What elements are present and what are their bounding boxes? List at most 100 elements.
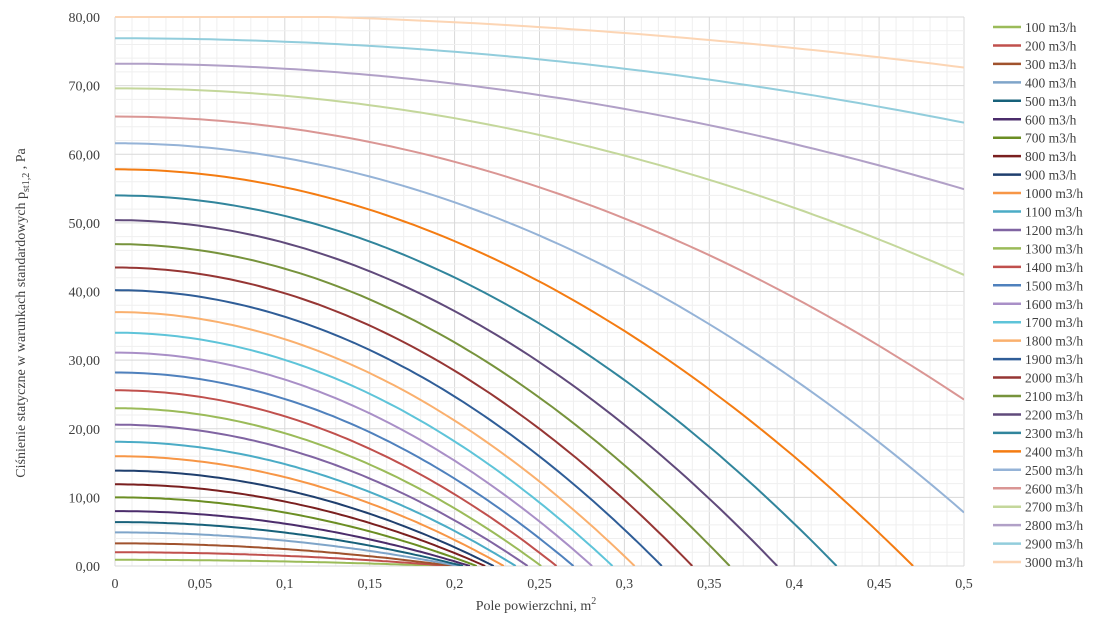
- x-tick-label: 0,45: [867, 577, 892, 592]
- legend-label: 200 m3/h: [1025, 38, 1077, 53]
- legend-item: 1000 m3/h: [993, 186, 1083, 201]
- legend-item: 2100 m3/h: [993, 389, 1083, 404]
- legend-label: 900 m3/h: [1025, 168, 1077, 183]
- legend-label: 600 m3/h: [1025, 112, 1077, 127]
- legend-item: 700 m3/h: [993, 131, 1077, 146]
- series-line: [115, 558, 445, 566]
- y-tick-label: 60,00: [69, 148, 101, 163]
- series-line: [115, 87, 964, 276]
- legend-label: 2700 m3/h: [1025, 500, 1083, 515]
- legend-item: 2700 m3/h: [993, 500, 1083, 515]
- series-line: [115, 531, 459, 566]
- legend-item: 500 m3/h: [993, 94, 1077, 109]
- legend-item: 200 m3/h: [993, 38, 1077, 53]
- legend-item: 2900 m3/h: [993, 537, 1083, 552]
- legend-item: 1800 m3/h: [993, 334, 1083, 349]
- y-tick-label: 40,00: [69, 286, 101, 301]
- legend-item: 1900 m3/h: [993, 352, 1083, 367]
- legend-label: 1000 m3/h: [1025, 186, 1083, 201]
- series-line: [115, 115, 964, 401]
- series-line: [115, 266, 694, 566]
- legend-item: 300 m3/h: [993, 57, 1077, 72]
- x-tick-label: 0,05: [188, 577, 213, 592]
- legend-label: 2400 m3/h: [1025, 444, 1083, 459]
- x-tick-label: 0,1: [276, 577, 294, 592]
- legend-label: 1600 m3/h: [1025, 297, 1083, 312]
- x-tick-label: 0,25: [527, 577, 552, 592]
- y-tick-label: 80,00: [69, 11, 101, 26]
- series-line: [115, 521, 464, 566]
- series-line: [115, 496, 478, 566]
- legend-item: 2200 m3/h: [993, 407, 1083, 422]
- series-line: [115, 455, 505, 566]
- series-line: [115, 483, 486, 566]
- y-axis-title: Ciśnienie statyczne w warunkach standard…: [14, 148, 32, 478]
- legend-label: 400 m3/h: [1025, 75, 1077, 90]
- series-line: [115, 194, 838, 566]
- x-tick-label: 0,35: [697, 577, 722, 592]
- legend-item: 1400 m3/h: [993, 260, 1083, 275]
- series-line: [115, 331, 614, 566]
- series-line: [115, 37, 964, 124]
- series-line: [115, 542, 454, 566]
- series-line: [115, 62, 964, 191]
- legend-label: 700 m3/h: [1025, 131, 1077, 146]
- series-line: [115, 371, 575, 566]
- x-tick-label: 0,2: [446, 577, 464, 592]
- series-line: [115, 168, 914, 566]
- series-line: [115, 551, 450, 566]
- legend-item: 2600 m3/h: [993, 481, 1083, 496]
- series-line: [115, 440, 517, 566]
- series-line: [115, 407, 542, 566]
- legend-item: 1200 m3/h: [993, 223, 1083, 238]
- legend-label: 2800 m3/h: [1025, 518, 1083, 533]
- series-line: [115, 16, 964, 69]
- legend-item: 1300 m3/h: [993, 241, 1083, 256]
- legend-item: 400 m3/h: [993, 75, 1077, 90]
- legend-item: 100 m3/h: [993, 20, 1077, 35]
- legend: 100 m3/h 200 m3/h 300 m3/h 400 m3/h 500 m3/h…: [993, 20, 1083, 570]
- legend-label: 2600 m3/h: [1025, 481, 1083, 496]
- series-line: [115, 510, 471, 566]
- legend-label: 1400 m3/h: [1025, 260, 1083, 275]
- x-tick-labels: 0 0,05 0,1 0,15 0,2 0,25 0,3 0,35 0,4 0,45 0,5: [112, 577, 973, 592]
- legend-item: 2400 m3/h: [993, 444, 1083, 459]
- series-line: [115, 469, 495, 566]
- legend-item: 900 m3/h: [993, 168, 1077, 183]
- legend-label: 1300 m3/h: [1025, 241, 1083, 256]
- legend-label: 500 m3/h: [1025, 94, 1077, 109]
- legend-label: 1700 m3/h: [1025, 315, 1083, 330]
- legend-item: 1600 m3/h: [993, 297, 1083, 312]
- legend-label: 100 m3/h: [1025, 20, 1077, 35]
- legend-label: 1800 m3/h: [1025, 334, 1083, 349]
- y-tick-label: 10,00: [69, 491, 101, 506]
- legend-label: 2200 m3/h: [1025, 407, 1083, 422]
- series-line: [115, 289, 663, 566]
- series-line: [115, 351, 593, 566]
- y-tick-label: 70,00: [69, 80, 101, 95]
- y-tick-label: 20,00: [69, 423, 101, 438]
- legend-label: 800 m3/h: [1025, 149, 1077, 164]
- legend-item: 800 m3/h: [993, 149, 1077, 164]
- y-tick-label: 30,00: [69, 354, 101, 369]
- legend-item: 3000 m3/h: [993, 555, 1083, 570]
- series-line: [115, 423, 529, 566]
- legend-item: 2300 m3/h: [993, 426, 1083, 441]
- legend-item: 600 m3/h: [993, 112, 1077, 127]
- grid: [114, 16, 965, 567]
- legend-label: 300 m3/h: [1025, 57, 1077, 72]
- series-line: [115, 311, 636, 566]
- legend-item: 1700 m3/h: [993, 315, 1083, 330]
- series-line: [115, 219, 778, 566]
- x-tick-label: 0: [112, 577, 119, 592]
- series-line: [115, 243, 731, 566]
- legend-label: 2500 m3/h: [1025, 463, 1083, 478]
- y-tick-labels: 0,00 10,00 20,00 30,00 40,00 50,00 60,00 70,00 8…: [69, 11, 101, 575]
- legend-label: 2100 m3/h: [1025, 389, 1083, 404]
- legend-label: 1200 m3/h: [1025, 223, 1083, 238]
- legend-item: 1100 m3/h: [993, 205, 1083, 220]
- series-line: [115, 389, 558, 566]
- y-tick-label: 50,00: [69, 217, 101, 232]
- y-tick-label: 0,00: [76, 560, 101, 575]
- series-line: [115, 142, 964, 514]
